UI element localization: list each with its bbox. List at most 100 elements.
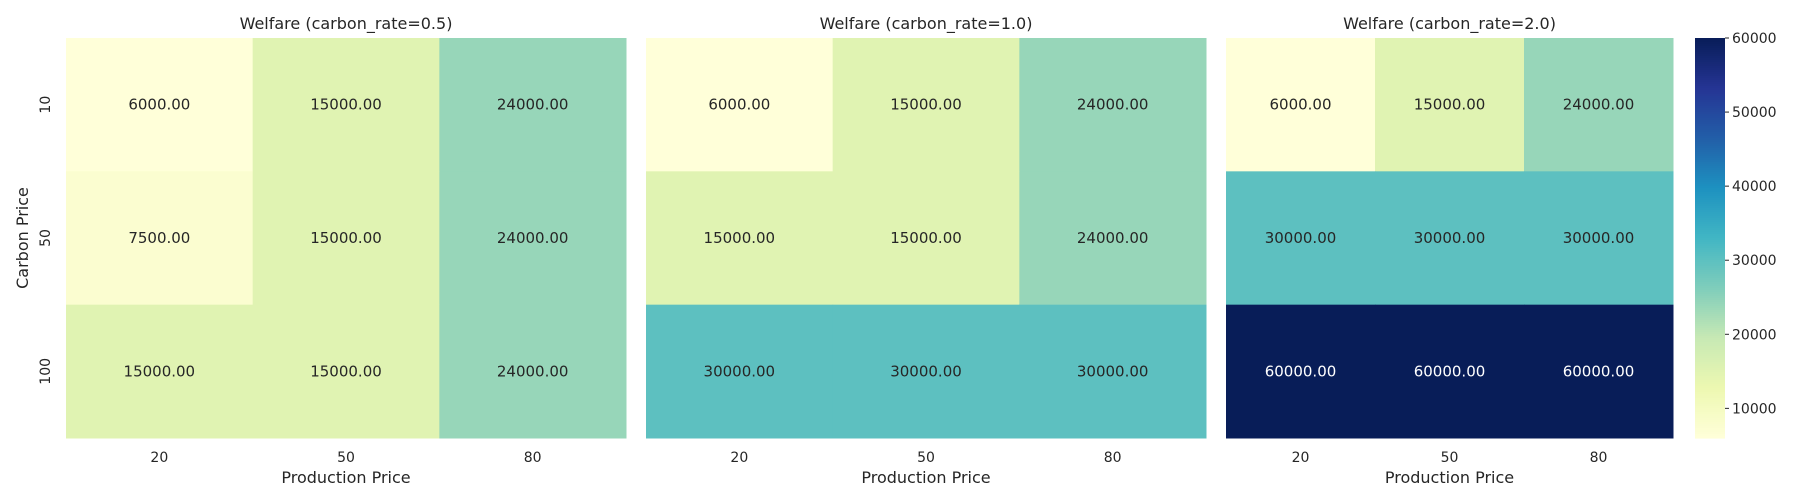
colorbar-tick-label: 10000 (1732, 401, 1777, 417)
colorbar-segment (1695, 360, 1725, 363)
colorbar-segment (1695, 50, 1725, 53)
heatmap-cell (1524, 171, 1674, 306)
colorbar-segment (1695, 212, 1725, 215)
x-tick-label: 80 (524, 450, 542, 466)
colorbar-segment (1695, 242, 1725, 245)
colorbar-tick-label: 40000 (1732, 179, 1777, 195)
colorbar-segment (1695, 254, 1725, 257)
x-axis-label: Production Price (281, 468, 410, 487)
colorbar-segment (1695, 346, 1725, 349)
cell-value-label: 30000.00 (1414, 229, 1486, 247)
colorbar-segment (1695, 62, 1725, 65)
colorbar-segment (1695, 56, 1725, 59)
colorbar-segment (1695, 340, 1725, 343)
colorbar-segment (1695, 416, 1725, 419)
colorbar-segment (1695, 64, 1725, 67)
colorbar-segment (1695, 224, 1725, 227)
colorbar-segment (1695, 424, 1725, 427)
colorbar-segment (1695, 88, 1725, 91)
colorbar-segment (1695, 150, 1725, 153)
cell-value-label: 15000.00 (310, 229, 382, 247)
colorbar-segment (1695, 168, 1725, 171)
colorbar-segment (1695, 394, 1725, 397)
heatmap-cell (1375, 304, 1525, 439)
colorbar-segment (1695, 292, 1725, 295)
colorbar-segment (1695, 372, 1725, 375)
colorbar-segment (1695, 142, 1725, 145)
colorbar-segment (1695, 338, 1725, 341)
colorbar-segment (1695, 126, 1725, 129)
colorbar-segment (1695, 358, 1725, 361)
colorbar-segment (1695, 180, 1725, 183)
colorbar-segment (1695, 172, 1725, 175)
cell-value-label: 30000.00 (1265, 229, 1337, 247)
colorbar-segment (1695, 108, 1725, 111)
cell-value-label: 24000.00 (1077, 96, 1149, 114)
colorbar-segment (1695, 232, 1725, 235)
colorbar-segment (1695, 284, 1725, 287)
colorbar-segment (1695, 432, 1725, 435)
cell-value-label: 24000.00 (497, 96, 569, 114)
colorbar-segment (1695, 318, 1725, 321)
colorbar-segment (1695, 124, 1725, 127)
colorbar-segment (1695, 406, 1725, 409)
colorbar-segment (1695, 226, 1725, 229)
y-tick-label: 100 (38, 358, 54, 385)
cell-value-label: 15000.00 (704, 229, 776, 247)
colorbar-segment (1695, 274, 1725, 277)
cell-value-label: 6000.00 (708, 96, 770, 114)
colorbar-segment (1695, 114, 1725, 117)
colorbar-segment (1695, 332, 1725, 335)
x-tick-label: 20 (1292, 450, 1310, 466)
colorbar-segment (1695, 288, 1725, 291)
cell-value-label: 15000.00 (1414, 96, 1486, 114)
heatmap-cell (1226, 38, 1376, 172)
colorbar-segment (1695, 390, 1725, 393)
colorbar-segment (1695, 398, 1725, 401)
colorbar-segment (1695, 356, 1725, 359)
colorbar-segment (1695, 304, 1725, 307)
heatmap-cell (832, 304, 1020, 439)
colorbar-segment (1695, 80, 1725, 83)
colorbar-segment (1695, 308, 1725, 311)
colorbar-segment (1695, 194, 1725, 197)
heatmap-cell (1019, 304, 1207, 439)
colorbar-segment (1695, 162, 1725, 165)
colorbar-segment (1695, 202, 1725, 205)
colorbar-segment (1695, 280, 1725, 283)
cell-value-label: 15000.00 (890, 229, 962, 247)
colorbar-segment (1695, 234, 1725, 237)
cell-value-label: 24000.00 (1563, 96, 1635, 114)
y-axis-label: Carbon Price (13, 187, 32, 289)
y-tick-label: 10 (38, 96, 54, 114)
colorbar-segment (1695, 376, 1725, 379)
colorbar-segment (1695, 414, 1725, 417)
colorbar-segment (1695, 294, 1725, 297)
colorbar-segment (1695, 208, 1725, 211)
colorbar-segment (1695, 272, 1725, 275)
colorbar-segment (1695, 324, 1725, 327)
colorbar-segment (1695, 82, 1725, 85)
colorbar-segment (1695, 178, 1725, 181)
colorbar-segment (1695, 412, 1725, 415)
cell-value-label: 6000.00 (128, 96, 190, 114)
colorbar-segment (1695, 392, 1725, 395)
colorbar-segment (1695, 166, 1725, 169)
colorbar-segment (1695, 210, 1725, 213)
colorbar-segment (1695, 58, 1725, 61)
colorbar-tick-label: 30000 (1732, 253, 1777, 269)
colorbar-segment (1695, 190, 1725, 193)
colorbar-segment (1695, 98, 1725, 101)
colorbar-segment (1695, 140, 1725, 143)
colorbar-segment (1695, 290, 1725, 293)
colorbar-segment (1695, 46, 1725, 49)
cell-value-label: 15000.00 (124, 362, 196, 380)
colorbar-segment (1695, 400, 1725, 403)
colorbar-segment (1695, 350, 1725, 353)
colorbar-segment (1695, 174, 1725, 177)
colorbar-segment (1695, 60, 1725, 63)
panel-title: Welfare (carbon_rate=2.0) (1343, 14, 1556, 34)
colorbar-segment (1695, 264, 1725, 267)
colorbar-segment (1695, 320, 1725, 323)
